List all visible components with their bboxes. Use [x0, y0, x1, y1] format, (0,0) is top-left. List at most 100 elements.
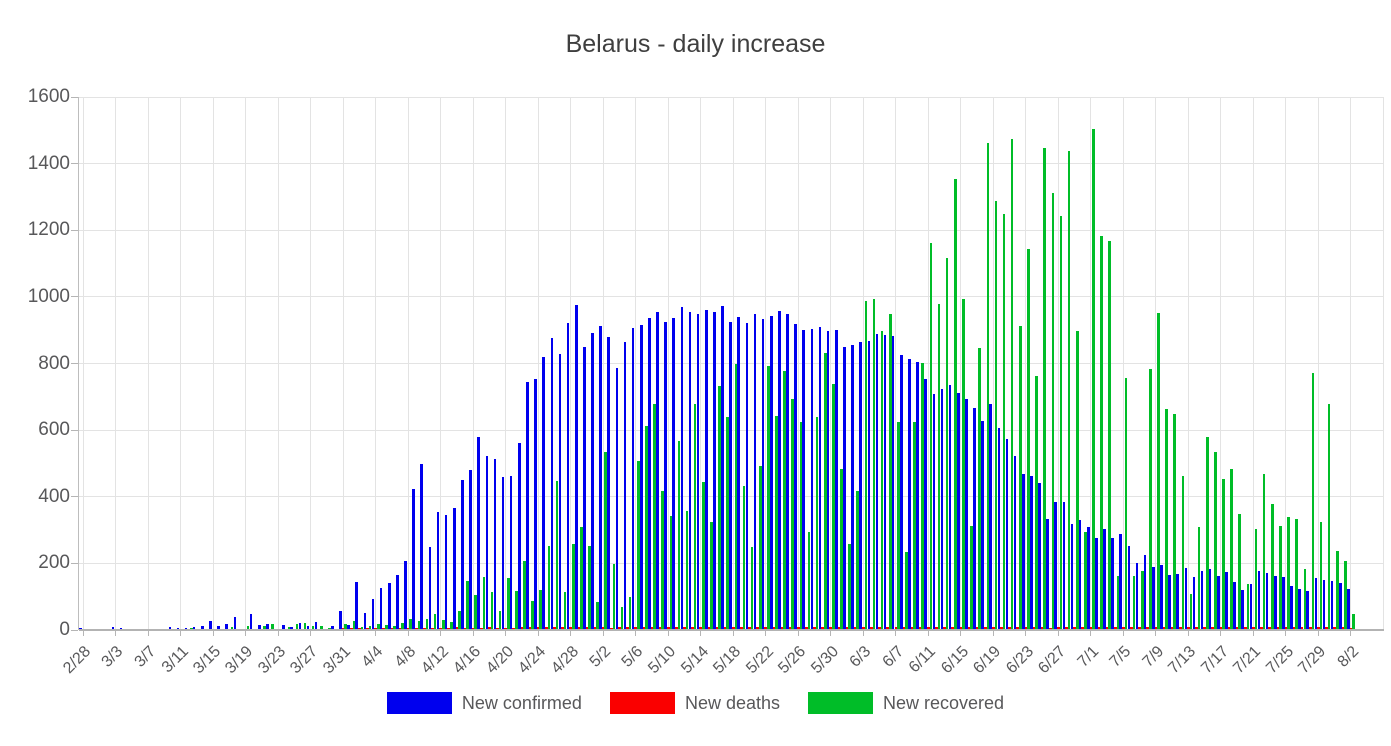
bar-new-recovered [352, 620, 356, 629]
bar-new-recovered [726, 417, 729, 629]
bar-new-confirmed [1005, 439, 1009, 629]
bar-new-confirmed [396, 575, 399, 629]
bar-new-deaths [715, 627, 719, 629]
bar-new-recovered [1092, 129, 1095, 629]
bar-new-deaths [813, 627, 816, 629]
bar-new-confirmed [192, 626, 196, 629]
bar-new-recovered [287, 627, 291, 629]
bar-new-deaths [764, 627, 768, 629]
x-axis-tick-label: 6/15 [937, 643, 972, 678]
vgridline [830, 97, 832, 630]
bar-new-recovered [970, 525, 973, 629]
bar-new-confirmed [802, 330, 806, 629]
y-tick-mark [71, 629, 78, 631]
legend-label-deaths: New deaths [684, 692, 781, 713]
bar-new-confirmed [599, 325, 602, 629]
bar-new-recovered [230, 627, 234, 629]
bar-new-confirmed [745, 323, 749, 629]
bar-new-deaths [431, 628, 434, 629]
bar-new-deaths [463, 628, 467, 629]
x-tick-mark [797, 630, 799, 636]
x-axis-tick-label: 5/6 [618, 643, 647, 671]
bar-new-deaths [1162, 627, 1166, 629]
bar-new-recovered [1295, 519, 1298, 629]
x-tick-mark [1317, 630, 1319, 636]
bar-new-recovered [986, 142, 990, 629]
bar-new-recovered [1344, 560, 1347, 629]
vgridline [1122, 97, 1124, 630]
bar-new-deaths [902, 627, 906, 629]
bar-new-recovered [555, 480, 559, 629]
bar-new-confirmed [1192, 577, 1196, 629]
bar-new-recovered [1157, 312, 1160, 629]
bar-new-recovered [823, 352, 827, 629]
bar-new-recovered [750, 547, 754, 629]
bar-new-deaths [1097, 627, 1101, 629]
y-tick-mark [71, 163, 78, 165]
bar-new-deaths [488, 627, 491, 629]
y-axis-tick-label: 1000 [27, 285, 70, 307]
bar-new-recovered [783, 370, 786, 629]
vgridline [212, 97, 214, 630]
bar-new-recovered [563, 591, 567, 629]
bar-new-recovered [1205, 437, 1209, 629]
bar-new-deaths [1146, 627, 1150, 629]
bar-new-confirmed [209, 620, 212, 629]
vgridline [667, 97, 669, 630]
x-axis-tick-label: 4/4 [358, 643, 387, 671]
x-axis-tick-label: 3/15 [190, 643, 225, 678]
bar-new-confirmed [1103, 529, 1106, 629]
bar-new-deaths [1219, 627, 1223, 629]
x-tick-mark [277, 630, 279, 636]
bar-new-recovered [669, 515, 673, 629]
bar-new-recovered [263, 626, 266, 629]
bar-new-deaths [1130, 627, 1133, 629]
bar-new-recovered [571, 544, 575, 629]
x-axis-tick-label: 6/11 [906, 643, 940, 677]
bar-new-recovered [588, 545, 591, 629]
bar-new-deaths [358, 628, 361, 629]
bar-new-recovered [1035, 375, 1038, 629]
bar-new-confirmed [444, 515, 448, 629]
legend-label-recovered: New recovered [883, 692, 1005, 713]
bar-new-deaths [740, 627, 743, 629]
bar-new-recovered [1116, 575, 1120, 629]
bar-new-confirmed [1062, 502, 1066, 629]
bar-new-deaths [561, 627, 564, 629]
y-tick-mark [71, 496, 78, 498]
bar-new-recovered [1311, 372, 1315, 629]
bar-new-deaths [796, 627, 800, 629]
bar-new-deaths [1276, 627, 1280, 629]
y-tick-mark [71, 363, 78, 364]
bar-new-confirmed [794, 324, 797, 629]
bar-new-confirmed [753, 314, 757, 629]
bar-new-recovered [962, 299, 965, 629]
vgridline [472, 97, 474, 630]
x-axis-tick-label: 7/1 [1074, 643, 1102, 671]
bar-new-deaths [748, 627, 751, 629]
bar-new-deaths [967, 627, 971, 629]
vgridline [1090, 97, 1092, 630]
bar-new-confirmed [257, 625, 261, 629]
bar-new-confirmed [501, 476, 505, 629]
bar-new-recovered [1051, 192, 1055, 629]
bar-new-deaths [1235, 627, 1239, 629]
bar-new-deaths [788, 627, 792, 629]
bar-new-confirmed [493, 459, 497, 629]
bar-new-confirmed [363, 613, 367, 629]
bar-new-deaths [935, 627, 938, 629]
bar-new-deaths [1203, 627, 1206, 629]
bar-new-deaths [1227, 627, 1231, 629]
bar-new-deaths [414, 628, 418, 629]
hgridline [79, 163, 1384, 165]
bar-new-deaths [927, 627, 930, 629]
bar-new-deaths [406, 628, 410, 629]
bar-new-recovered [637, 460, 640, 629]
bar-new-recovered [978, 347, 981, 629]
bar-new-deaths [1325, 627, 1328, 629]
bar-new-deaths [610, 627, 613, 629]
bar-new-deaths [553, 627, 556, 629]
bar-new-recovered [604, 452, 608, 629]
bar-new-confirmed [786, 313, 789, 629]
bar-new-deaths [1349, 627, 1353, 629]
